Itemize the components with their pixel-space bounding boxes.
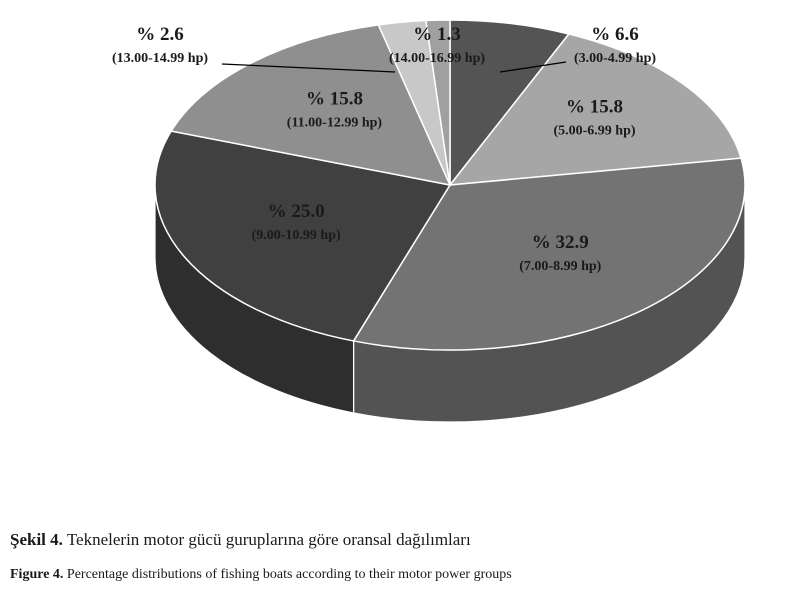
caption-english: Figure 4. Percentage distributions of fi… (10, 567, 512, 583)
caption-english-label: Figure 4. (10, 567, 64, 582)
slice-4 (169, 24, 452, 187)
slice-0 (449, 19, 571, 188)
leader-lines (221, 61, 567, 73)
slice-percent-label-3: % 25.0 (268, 201, 325, 222)
slice-percent-label-0: % 6.6 (591, 24, 639, 45)
slice-3 (154, 130, 452, 342)
slice-range-label-0: (3.00-4.99 hp) (574, 51, 656, 66)
slice-percent-label-4: % 15.8 (306, 88, 363, 109)
slice-range-label-5: (13.00-14.99 hp) (112, 51, 208, 66)
slice-range-label-3: (9.00-10.99 hp) (252, 228, 341, 243)
slice-percent-label-2: % 32.9 (532, 232, 589, 253)
caption-turkish-text: Teknelerin motor gücü guruplarına göre o… (62, 530, 471, 549)
slice-percent-label-5: % 2.6 (136, 24, 184, 45)
slice-range-label-1: (5.00-6.99 hp) (553, 123, 635, 138)
slice-percent-label-1: % 15.8 (566, 96, 623, 117)
slice-1 (448, 33, 743, 186)
slice-6 (425, 19, 451, 186)
pie-chart: % 6.6 (3.00-4.99 hp) % 15.8 (5.00-6.99 hp)%… (112, 19, 746, 423)
slice-2 (352, 157, 746, 351)
pie-tops (154, 19, 746, 351)
slice-range-label-4: (11.00-12.99 hp) (287, 115, 383, 130)
slice-percent-label-6: % 1.3 (413, 24, 461, 45)
slice-range-label-2: (7.00-8.99 hp) (519, 259, 601, 274)
leader-line-5 (221, 63, 396, 73)
leader-line-0 (499, 61, 567, 73)
caption-turkish: Şekil 4. Teknelerin motor gücü gurupları… (10, 530, 471, 550)
caption-english-text: Percentage distributions of fishing boat… (63, 567, 512, 582)
caption-turkish-label: Şekil 4. (10, 530, 63, 549)
slice-labels: % 6.6 (3.00-4.99 hp) % 15.8 (5.00-6.99 hp)%… (112, 24, 656, 274)
slice-range-label-6: (14.00-16.99 hp) (389, 51, 485, 66)
